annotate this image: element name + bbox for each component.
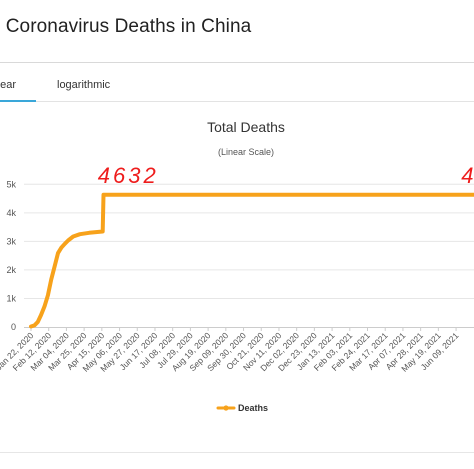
- y-tick-label: 2k: [6, 265, 16, 275]
- bottom-divider: [0, 452, 474, 453]
- tabs-divider: [0, 101, 474, 102]
- tab-logarithmic[interactable]: logarithmic: [57, 79, 111, 91]
- handwritten-annotation: 4632: [98, 163, 159, 188]
- series-layer: [29, 192, 474, 329]
- page-title: l Coronavirus Deaths in China: [0, 16, 252, 37]
- chart-title: Total Deaths: [207, 119, 285, 135]
- y-tick-label: 5k: [6, 179, 16, 189]
- chart-subtitle: (Linear Scale): [218, 147, 274, 157]
- title-divider: [0, 62, 474, 63]
- tab-linear[interactable]: near: [0, 79, 17, 91]
- y-tick-label: 4k: [6, 208, 16, 218]
- handwritten-annotation: 4: [461, 163, 474, 188]
- y-tick-label: 1k: [6, 293, 16, 303]
- series-line-deaths: [29, 192, 474, 329]
- legend[interactable]: Deaths: [216, 403, 268, 413]
- legend-marker: [223, 405, 229, 411]
- legend-label: Deaths: [238, 403, 268, 413]
- annotation-layer: 4632 4: [98, 163, 474, 188]
- y-tick-label: 0: [11, 322, 16, 332]
- scale-tabs: near logarithmic: [0, 63, 474, 101]
- y-tick-label: 3k: [6, 236, 16, 246]
- active-tab-indicator: [0, 100, 36, 102]
